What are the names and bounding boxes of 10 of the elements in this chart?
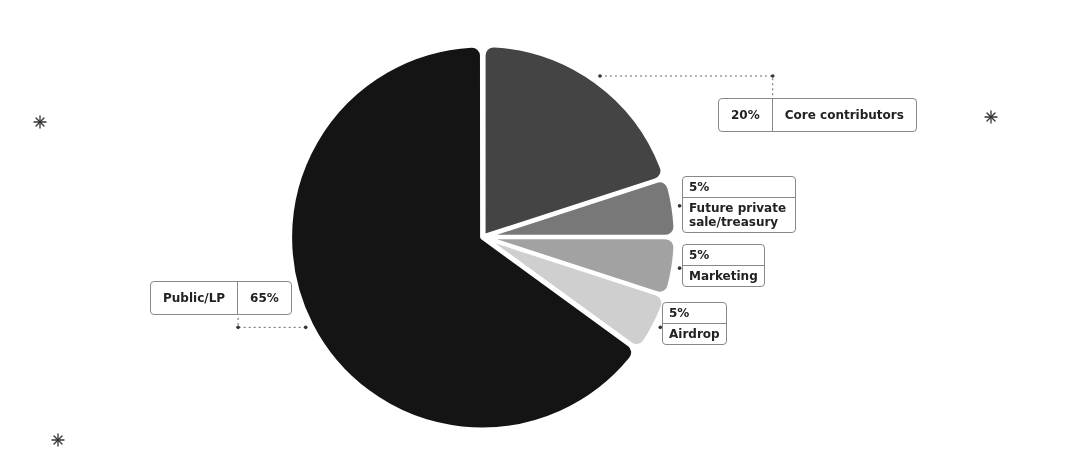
data-label: 5% [683,177,795,198]
data-label: 20% [719,99,773,131]
data-label: 5% [683,245,764,266]
slice-label: Future private sale/treasury [688,200,788,231]
slice-label: Airdrop [668,326,721,343]
slice-label: Public/LP [151,282,239,314]
data-label: 5% [663,303,726,324]
slice-label: Marketing [688,268,759,285]
slice-label: Core contributors [783,107,905,124]
data-label: 65% [249,290,280,307]
